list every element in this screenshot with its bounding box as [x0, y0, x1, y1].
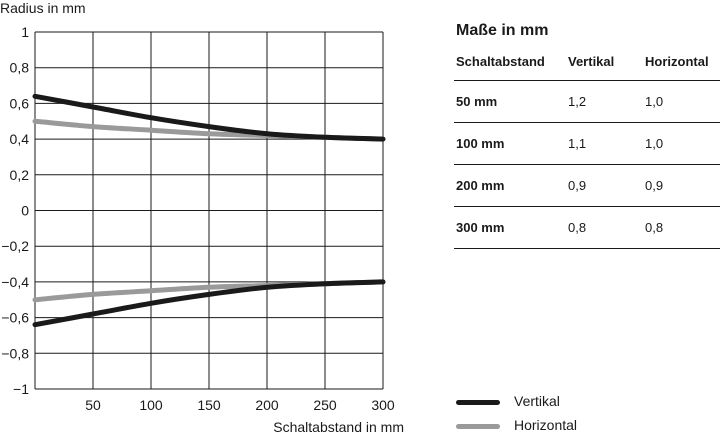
row-horizontal-cell: 0,8 [643, 206, 720, 249]
y-tick-label: 0 [21, 203, 29, 219]
row-vertikal-cell: 0,8 [566, 206, 643, 249]
table-row: 50 mm 1,2 1,0 [454, 80, 720, 123]
row-horizontal-cell: 1,0 [643, 122, 720, 165]
y-tick-label: 0,8 [10, 60, 30, 76]
row-schaltabstand-cell: 300 mm [454, 206, 566, 249]
x-tick-label: 150 [197, 397, 221, 413]
row-schaltabstand-cell: 50 mm [454, 80, 566, 123]
table-row: 200 mm 0,9 0,9 [454, 164, 720, 207]
column-header-vertikal: Vertikal [566, 54, 643, 81]
y-tick-label: 1 [21, 24, 29, 40]
y-axis-title: Radius in mm [0, 0, 86, 16]
table-title: Maße in mm [456, 22, 549, 39]
row-vertikal-cell: 1,1 [566, 122, 643, 165]
table-row: 300 mm 0,8 0,8 [454, 206, 720, 249]
y-tick-label: 0,2 [10, 167, 30, 183]
row-vertikal-cell: 1,2 [566, 80, 643, 123]
legend-item-vertikal: Vertikal [456, 392, 696, 412]
table-row: 100 mm 1,1 1,0 [454, 122, 720, 165]
row-horizontal-cell: 0,9 [643, 164, 720, 207]
x-tick-label: 300 [371, 397, 395, 413]
x-tick-label: 50 [85, 397, 101, 413]
y-tick-label: 0,4 [10, 131, 30, 147]
column-header-horizontal: Horizontal [643, 54, 720, 81]
y-tick-label: −0,2 [1, 238, 29, 254]
row-vertikal-cell: 0,9 [566, 164, 643, 207]
series-line-vertikal-upper [32, 93, 386, 142]
legend-item-horizontal: Horizontal [456, 416, 696, 436]
dimensions-table: Schaltabstand Vertikal Horizontal 50 mm … [454, 54, 720, 249]
table-header-row: Schaltabstand Vertikal Horizontal [454, 54, 720, 81]
x-axis-title: Schaltabstand in mm [273, 419, 404, 433]
y-tick-label: −0,6 [1, 310, 29, 326]
y-tick-label: −0,4 [1, 274, 29, 290]
y-tick-label: −1 [13, 381, 29, 397]
y-tick-label: 0,6 [10, 95, 30, 111]
legend-label-vertikal: Vertikal [514, 393, 560, 409]
y-tick-label: −0,8 [1, 345, 29, 361]
series-line-vertikal-lower [32, 279, 386, 328]
row-horizontal-cell: 1,0 [643, 80, 720, 123]
radius-chart: 1 0,8 0,6 0,4 0,2 0 −0,2 −0,4 −0,6 −0,8 −1 50 100 150… [0, 0, 404, 433]
legend-swatch-vertikal [456, 400, 500, 405]
x-tick-label: 200 [255, 397, 279, 413]
row-schaltabstand-cell: 200 mm [454, 164, 566, 207]
row-schaltabstand-cell: 100 mm [454, 122, 566, 165]
x-tick-label: 250 [313, 397, 337, 413]
column-header-schaltabstand: Schaltabstand [454, 54, 566, 81]
x-tick-label: 100 [139, 397, 163, 413]
legend-label-horizontal: Horizontal [514, 417, 578, 433]
dimensions-table-panel: Maße in mm Schaltabstand Vertikal Horizo… [454, 22, 720, 249]
legend-swatch-horizontal [456, 424, 500, 429]
